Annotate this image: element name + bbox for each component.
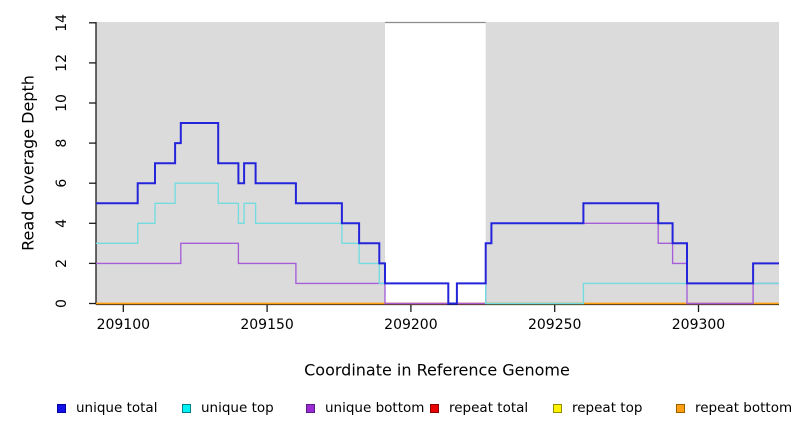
y-tick-label-8: 8 xyxy=(54,139,70,148)
x-tick-label-209100: 209100 xyxy=(97,317,150,333)
legend-item-unique-bottom: unique bottom xyxy=(306,399,424,417)
y-axis-title: Read Coverage Depth xyxy=(18,75,38,251)
legend-label: repeat bottom xyxy=(695,400,792,416)
legend-item-repeat-top: repeat top xyxy=(553,399,642,417)
legend-label: unique bottom xyxy=(325,400,425,416)
legend-swatch-unique-top xyxy=(182,403,191,413)
y-tick-label-0: 0 xyxy=(54,299,70,308)
x-tick-label-209200: 209200 xyxy=(384,317,437,333)
x-tick-label-209300: 209300 xyxy=(672,317,725,333)
x-tick-label-209250: 209250 xyxy=(528,317,581,333)
legend-swatch-repeat-bottom xyxy=(676,403,685,413)
legend-label: unique total xyxy=(76,400,158,416)
x-tick-label-209150: 209150 xyxy=(240,317,293,333)
legend-label: repeat top xyxy=(572,400,643,416)
shaded-region-1 xyxy=(485,22,779,304)
y-tick-label-14: 14 xyxy=(54,14,70,32)
y-tick-label-4: 4 xyxy=(54,219,70,228)
legend-swatch-repeat-total xyxy=(430,403,439,413)
y-tick-label-12: 12 xyxy=(54,54,70,72)
legend-swatch-unique-bottom xyxy=(306,403,315,413)
legend-swatch-repeat-top xyxy=(553,403,562,413)
legend-label: repeat total xyxy=(449,400,529,416)
legend-item-unique-top: unique top xyxy=(182,399,274,417)
shaded-region-0 xyxy=(96,22,385,304)
legend-item-repeat-bottom: repeat bottom xyxy=(676,399,792,417)
series-line-unique-total xyxy=(96,122,779,305)
legend-label: unique top xyxy=(201,400,274,416)
legend-item-repeat-total: repeat total xyxy=(430,399,528,417)
y-tick-label-2: 2 xyxy=(54,259,70,268)
legend-swatch-unique-total xyxy=(57,403,66,413)
x-axis-title: Coordinate in Reference Genome xyxy=(304,360,570,380)
y-tick-label-10: 10 xyxy=(54,94,70,112)
y-tick-label-6: 6 xyxy=(54,179,70,188)
legend-item-unique-total: unique total xyxy=(57,399,157,417)
